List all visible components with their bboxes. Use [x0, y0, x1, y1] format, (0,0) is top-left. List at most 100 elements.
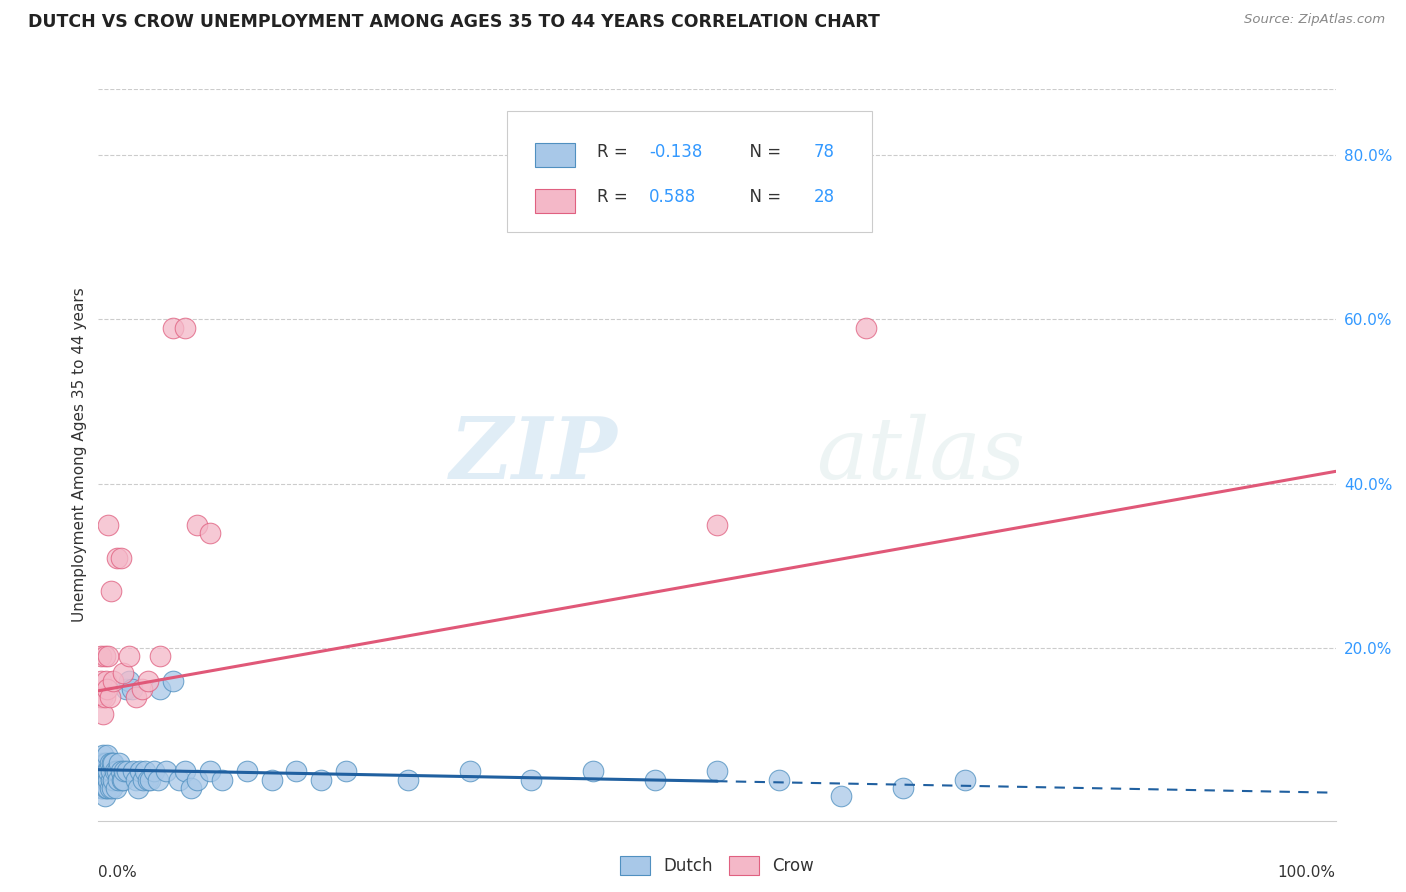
Point	[118, 673, 141, 688]
Point	[143, 764, 166, 779]
Text: 0.588: 0.588	[650, 188, 696, 206]
Point	[768, 772, 790, 787]
Y-axis label: Unemployment Among Ages 35 to 44 years: Unemployment Among Ages 35 to 44 years	[72, 287, 87, 623]
Point	[134, 764, 156, 779]
Text: ZIP: ZIP	[450, 413, 619, 497]
Point	[110, 764, 132, 779]
Text: 28: 28	[814, 188, 835, 206]
Point	[136, 673, 159, 688]
Point	[100, 772, 122, 787]
Point	[90, 780, 112, 795]
Point	[127, 780, 149, 795]
Point	[93, 649, 115, 664]
Point	[132, 772, 155, 787]
Point	[93, 764, 115, 779]
Point	[124, 690, 146, 705]
Point	[94, 780, 117, 795]
Point	[105, 550, 128, 565]
Point	[103, 772, 125, 787]
Point	[90, 764, 112, 779]
Point	[396, 772, 419, 787]
Point	[115, 764, 138, 779]
Point	[260, 772, 283, 787]
Point	[118, 649, 141, 664]
Point	[180, 780, 202, 795]
Point	[107, 772, 129, 787]
Point	[285, 764, 308, 779]
Point	[855, 320, 877, 334]
Point	[335, 764, 357, 779]
Point	[90, 649, 112, 664]
Point	[97, 649, 120, 664]
Point	[97, 772, 120, 787]
Point	[149, 682, 172, 697]
Point	[706, 764, 728, 779]
Point	[111, 772, 134, 787]
Point	[174, 320, 197, 334]
Point	[186, 772, 208, 787]
Point	[93, 772, 115, 787]
Point	[309, 772, 332, 787]
Point	[105, 764, 128, 779]
Point	[96, 682, 118, 697]
Text: N =: N =	[740, 143, 787, 161]
Point	[167, 772, 190, 787]
Point	[93, 789, 115, 803]
Point	[582, 764, 605, 779]
Point	[90, 673, 112, 688]
FancyBboxPatch shape	[536, 144, 575, 167]
Text: -0.138: -0.138	[650, 143, 703, 161]
Point	[89, 772, 111, 787]
Point	[98, 756, 121, 771]
Point	[94, 756, 117, 771]
Text: R =: R =	[598, 188, 633, 206]
Point	[458, 764, 481, 779]
Point	[162, 320, 184, 334]
Point	[91, 780, 114, 795]
Point	[91, 690, 114, 705]
Point	[520, 772, 543, 787]
Point	[891, 780, 914, 795]
Text: R =: R =	[598, 143, 633, 161]
Text: Source: ZipAtlas.com: Source: ZipAtlas.com	[1244, 13, 1385, 27]
Point	[174, 764, 197, 779]
Point	[149, 649, 172, 664]
Point	[100, 583, 122, 598]
Point	[103, 756, 125, 771]
Point	[93, 756, 115, 771]
Point	[108, 756, 131, 771]
Point	[953, 772, 976, 787]
Point	[93, 780, 115, 795]
Point	[91, 772, 114, 787]
Point	[100, 764, 122, 779]
Point	[136, 772, 159, 787]
Point	[112, 764, 135, 779]
Point	[93, 706, 115, 721]
Point	[93, 764, 115, 779]
Point	[96, 747, 118, 762]
Text: 100.0%: 100.0%	[1278, 864, 1336, 880]
Point	[122, 764, 145, 779]
Point	[121, 682, 143, 697]
Point	[706, 517, 728, 532]
Point	[89, 764, 111, 779]
Point	[91, 756, 114, 771]
Point	[93, 690, 115, 705]
Point	[112, 772, 135, 787]
Text: 78: 78	[814, 143, 835, 161]
Point	[97, 764, 120, 779]
Point	[90, 756, 112, 771]
Point	[186, 517, 208, 532]
Point	[198, 764, 221, 779]
Point	[94, 673, 117, 688]
Point	[101, 756, 124, 771]
Text: atlas: atlas	[815, 414, 1025, 496]
Point	[103, 764, 125, 779]
Point	[644, 772, 666, 787]
Point	[97, 517, 120, 532]
FancyBboxPatch shape	[536, 189, 575, 213]
FancyBboxPatch shape	[506, 112, 872, 232]
Point	[198, 526, 221, 541]
Point	[112, 665, 135, 680]
Text: DUTCH VS CROW UNEMPLOYMENT AMONG AGES 35 TO 44 YEARS CORRELATION CHART: DUTCH VS CROW UNEMPLOYMENT AMONG AGES 35…	[28, 13, 880, 31]
